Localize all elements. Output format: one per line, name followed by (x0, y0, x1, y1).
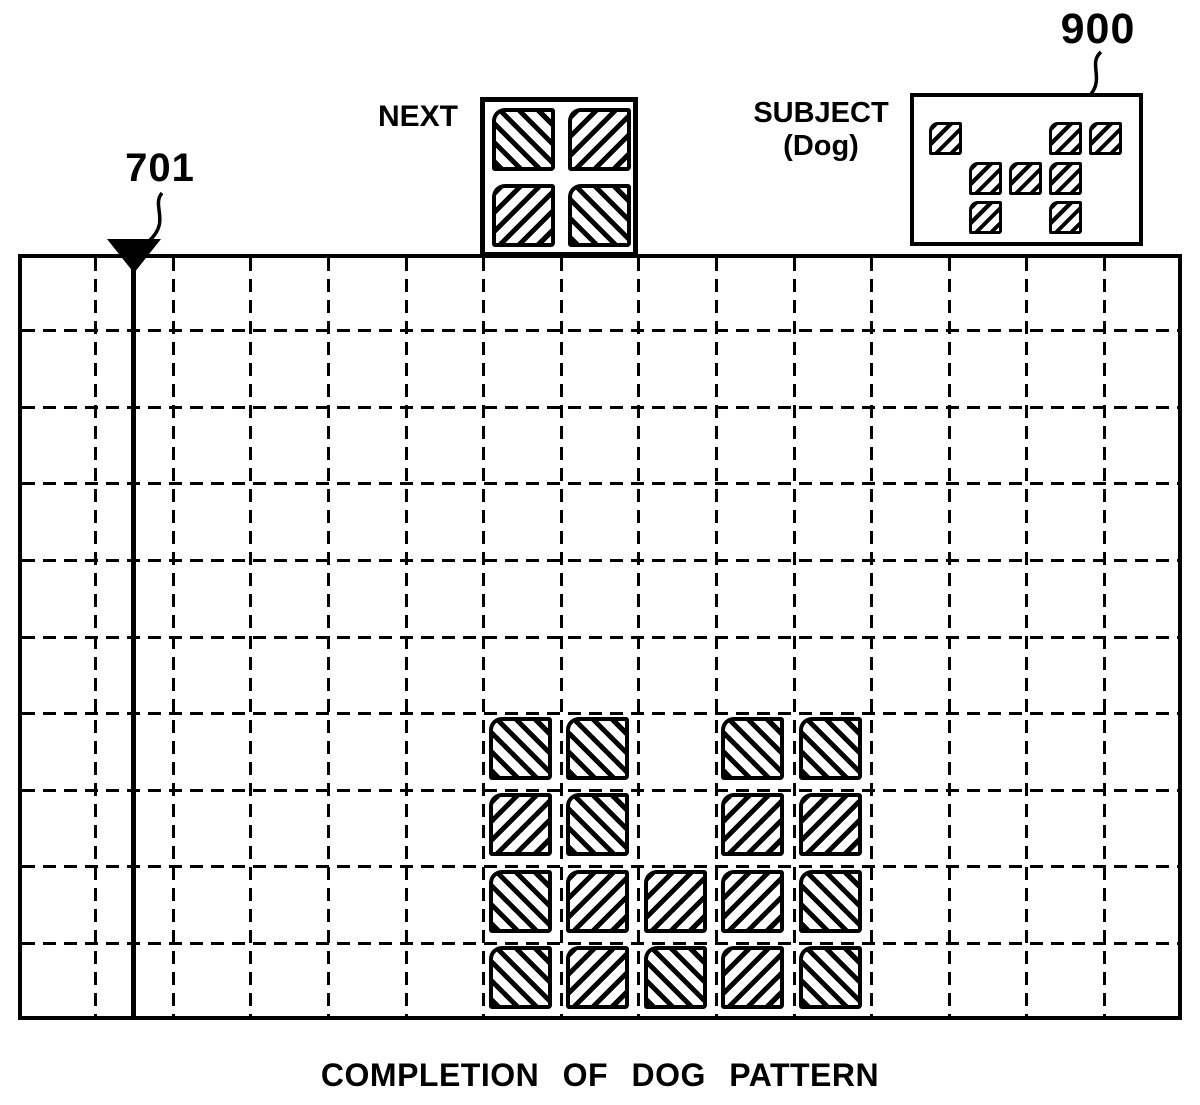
subject-cell (969, 201, 1002, 234)
line-marker-ref-label: 701 (125, 146, 195, 190)
subject-cell (1009, 161, 1042, 195)
subject-label: SUBJECT (Dog) (741, 97, 901, 163)
line-marker (130, 258, 136, 1016)
subject-label-line1: SUBJECT (753, 97, 889, 129)
next-block (492, 108, 555, 171)
subject-cell (969, 161, 1002, 195)
grid-line-horizontal (22, 558, 1178, 562)
subject-cell (1089, 122, 1122, 155)
subject-cell (1049, 122, 1082, 155)
block (721, 716, 785, 780)
block (566, 946, 630, 1010)
subject-label-line2: (Dog) (783, 130, 859, 162)
grid-line-horizontal (22, 635, 1178, 639)
subject-ref-label: 900 (1060, 5, 1136, 53)
block (643, 869, 707, 933)
block (721, 869, 785, 933)
block (566, 793, 630, 857)
block (721, 793, 785, 857)
next-piece-box (480, 97, 638, 257)
block (643, 946, 707, 1010)
next-block (568, 184, 631, 247)
grid-line-horizontal (22, 712, 1178, 716)
grid-line-horizontal (22, 329, 1178, 333)
grid-line-horizontal (22, 405, 1178, 409)
marker-triangle-icon (107, 239, 161, 273)
block (721, 946, 785, 1010)
subject-pattern-box (910, 93, 1143, 246)
grid-line-horizontal (22, 788, 1178, 792)
playfield-grid (18, 254, 1182, 1020)
block (488, 793, 552, 857)
next-block (568, 108, 631, 171)
block (566, 869, 630, 933)
block (566, 716, 630, 780)
block (488, 869, 552, 933)
subject-cell (1049, 201, 1082, 234)
leader-squiggle-701 (147, 191, 164, 243)
block (799, 946, 862, 1010)
figure-caption: COMPLETION OF DOG PATTERN (320, 1057, 880, 1093)
grid-line-horizontal (22, 941, 1178, 945)
grid-line-horizontal (22, 865, 1178, 869)
block (488, 716, 552, 780)
subject-cell (929, 122, 962, 155)
leader-squiggle-900 (1089, 50, 1103, 96)
next-label: NEXT (377, 100, 458, 133)
block (488, 946, 552, 1010)
next-block (492, 184, 555, 247)
grid-line-horizontal (22, 482, 1178, 486)
block (799, 716, 862, 780)
block (799, 869, 862, 933)
block (799, 793, 862, 857)
subject-cell (1049, 161, 1082, 195)
